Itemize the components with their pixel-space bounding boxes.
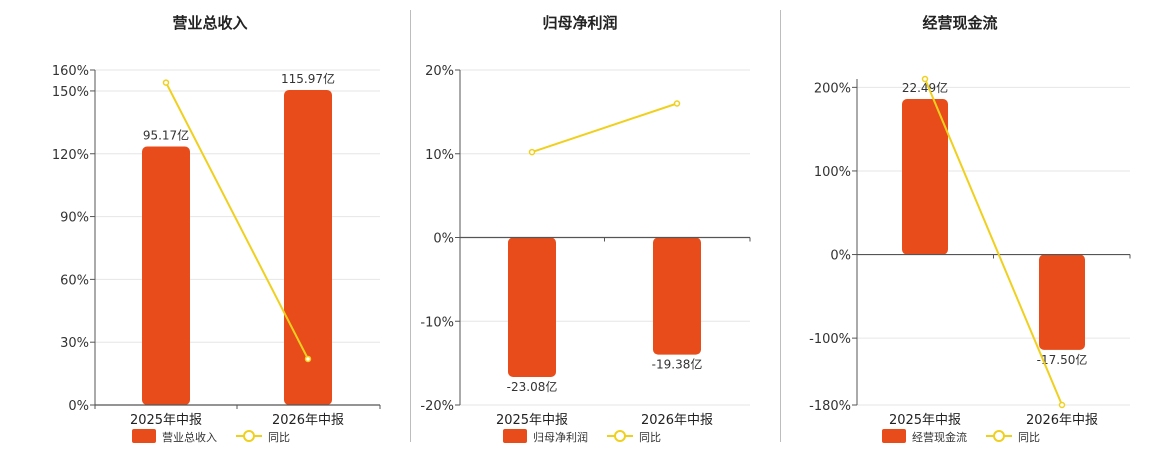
y-tick-label: -20% [420,399,454,414]
legend: 经营现金流 同比 [882,429,1040,444]
y-tick-label: -180% [809,399,851,414]
y-tick-label: -100% [809,332,851,347]
legend: 归母净利润 同比 [503,429,661,444]
yoy-point [1058,401,1066,409]
x-tick-label: 2026年中报 [641,413,713,428]
legend-line-marker [993,430,1005,442]
y-tick-label: 200% [814,81,851,96]
bar [1039,254,1085,350]
legend-bar-swatch [882,429,906,443]
legend-bar-label: 经营现金流 [912,430,967,444]
y-tick-label: 0% [433,232,454,247]
bar-value-label: 95.17亿 [143,127,189,142]
yoy-point [921,75,929,83]
chart-title: 归母净利润 [542,14,617,32]
chart-title: 营业总收入 [172,14,247,32]
chart-panel: 归母净利润 -20% -10% 0% 10% 20% -23.08亿 -19.38亿 2025年… [420,14,751,444]
bar-value-label: -17.50亿 [1037,352,1088,367]
y-tick-label: 30% [60,336,89,351]
legend-line-label: 同比 [1018,431,1040,444]
legend-line-label: 同比 [639,431,661,444]
y-tick-label: 10% [425,148,454,163]
legend-line-marker [614,430,626,442]
y-tick-label: 120% [52,148,89,163]
yoy-point [528,148,536,156]
yoy-line [924,78,1063,406]
y-tick-label: 60% [60,273,89,288]
legend-bar-swatch [503,429,527,443]
bar [142,146,190,405]
x-tick-label: 2026年中报 [1026,413,1098,428]
bar-value-label: -23.08亿 [507,379,558,394]
bar [284,90,332,405]
y-tick-label: 160% [52,64,89,79]
y-tick-label: 100% [814,165,851,180]
bar-value-label: -19.38亿 [652,357,703,372]
legend-line-marker [243,430,255,442]
y-tick-label: 90% [60,211,89,226]
legend-bar-label: 归母净利润 [533,430,588,444]
panel-divider [780,10,781,442]
x-tick-label: 2025年中报 [130,413,202,428]
legend: 营业总收入 同比 [132,429,290,444]
y-tick-label: 0% [830,249,851,264]
chart-panel: 营业总收入 0% 30% 60% 90% 120% 150% 160% 95.17亿 115.97… [52,14,381,444]
yoy-point [673,100,681,107]
yoy-point [304,355,312,363]
yoy-line [531,102,678,154]
x-tick-label: 2025年中报 [889,413,961,428]
legend-bar-label: 营业总收入 [162,430,217,444]
bar [508,237,556,377]
yoy-point [162,79,170,86]
bar [902,99,948,255]
y-tick-label: 150% [52,85,89,100]
panel-divider [410,10,411,442]
legend-bar-swatch [132,429,156,443]
bar [653,237,701,355]
bar-value-label: 22.49亿 [902,80,948,95]
x-tick-label: 2025年中报 [496,413,568,428]
y-tick-label: 20% [425,64,454,79]
bar-value-label: 115.97亿 [281,71,335,86]
x-tick-label: 2026年中报 [272,413,344,428]
legend-line-label: 同比 [268,431,290,444]
yoy-line [165,82,309,360]
y-tick-label: 0% [68,399,89,414]
chart-title: 经营现金流 [922,14,997,32]
chart-panel: 经营现金流 -180% -100% 0% 100% 200% 22.49亿 -17.50亿 20… [809,14,1131,444]
y-tick-label: -10% [420,315,454,330]
